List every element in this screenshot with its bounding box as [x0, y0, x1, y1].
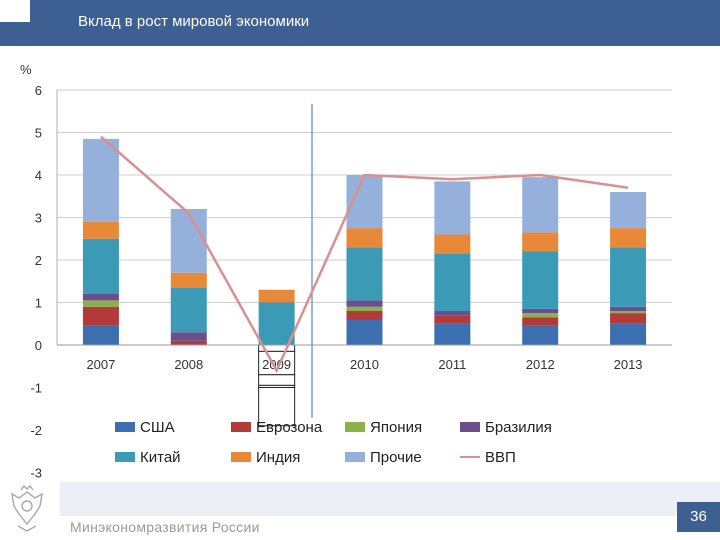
bar-segment [170, 209, 207, 273]
bar-segment [522, 232, 559, 252]
bar-segment [434, 315, 471, 324]
bar-segment [82, 238, 119, 294]
bar-segment [522, 313, 559, 318]
bar-segment [82, 306, 119, 326]
bar-segment [610, 311, 647, 314]
y-tick-label: 1 [35, 296, 42, 311]
slide-header: Вклад в рост мировой экономики [0, 0, 720, 46]
bar-segment [610, 313, 647, 324]
y-tick-label: 0 [35, 338, 42, 353]
legend-label: Китай [140, 449, 181, 466]
bar-segment [434, 323, 471, 345]
bar-segment [258, 374, 296, 386]
bar-segment [170, 287, 207, 333]
bar-segment [522, 177, 559, 233]
gdp-line [100, 135, 629, 374]
chart-svg: -3 -2 -1 0 1 2 3 4 5 6% 2007 2008 2009 2010 2011 2012 20… [20, 62, 672, 481]
bar-segment [170, 340, 207, 345]
y-tick-label: 5 [35, 126, 42, 141]
bar-segment [610, 192, 647, 229]
legend-swatch [460, 422, 480, 432]
y-tick-label: -3 [30, 466, 42, 481]
x-tick-label: 2010 [350, 357, 379, 372]
bar-segment [434, 253, 471, 311]
bar-segment [346, 319, 383, 345]
bar-segment [346, 247, 383, 301]
bar-segment [522, 317, 559, 326]
y-tick-label: 4 [35, 168, 42, 183]
y-axis-label: % [20, 62, 32, 77]
bar-segment [346, 300, 383, 307]
y-tick-label: 6 [35, 83, 42, 98]
bar-segment [434, 181, 471, 235]
bar-segment [522, 251, 559, 309]
page-number: 36 [677, 502, 720, 532]
bar-segment [346, 311, 383, 320]
bar-segment [82, 138, 119, 222]
legend-label: Бразилия [485, 419, 552, 436]
y-tick-label: -1 [30, 381, 42, 396]
bar-segment [258, 289, 295, 303]
x-tick-label: 2008 [174, 357, 203, 372]
bar-segment [170, 332, 207, 341]
x-tick-label: 2011 [438, 357, 466, 372]
bar-segment [82, 221, 119, 239]
ministry-name: Минэкономразвития России [70, 519, 260, 535]
y-tick-label: 3 [35, 211, 42, 226]
legend-swatch [345, 422, 365, 432]
legend-label: Еврозона [256, 419, 323, 436]
bar-segment [610, 247, 647, 307]
bar-segment [434, 311, 471, 316]
legend-swatch [231, 422, 251, 432]
bar-segment [258, 387, 296, 427]
bar-segment [610, 306, 647, 311]
x-tick-label: 2013 [614, 357, 643, 372]
contribution-chart: -3 -2 -1 0 1 2 3 4 5 6% 2007 2008 2009 2010 2011 2012 20… [0, 46, 720, 486]
y-tick-label: -2 [30, 423, 42, 438]
bar-segment [170, 272, 207, 288]
legend-label: США [140, 419, 175, 436]
bar-segment [346, 228, 383, 248]
legend-swatch [231, 452, 251, 462]
legend-swatch [115, 452, 135, 462]
x-tick-label: 2012 [526, 357, 555, 372]
bar-segment [522, 308, 559, 314]
coat-of-arms-icon [11, 484, 43, 532]
legend-swatch [115, 422, 135, 432]
bar-segment [346, 306, 383, 311]
slide-footer: Минэкономразвития России 36 [0, 482, 720, 540]
legend-label: Прочие [370, 449, 422, 466]
slide-title: Вклад в рост мировой экономики [78, 13, 310, 30]
bar-segment [82, 300, 119, 307]
x-tick-label: 2009 [262, 357, 291, 372]
bar-segment [82, 325, 119, 345]
bar-segment [258, 302, 295, 345]
bar-segment [522, 325, 559, 345]
legend-label: ВВП [485, 449, 516, 466]
y-tick-label: 2 [35, 253, 42, 268]
bar-segment [434, 234, 471, 254]
header-tab [0, 0, 30, 22]
legend-label: Япония [370, 419, 422, 436]
legend-swatch [345, 452, 365, 462]
legend-label: Индия [256, 449, 300, 466]
bar-segment [82, 294, 119, 301]
bar-segment [610, 228, 647, 248]
footer-bar [60, 482, 720, 516]
x-tick-label: 2007 [86, 357, 115, 372]
bar-segment [610, 323, 647, 345]
